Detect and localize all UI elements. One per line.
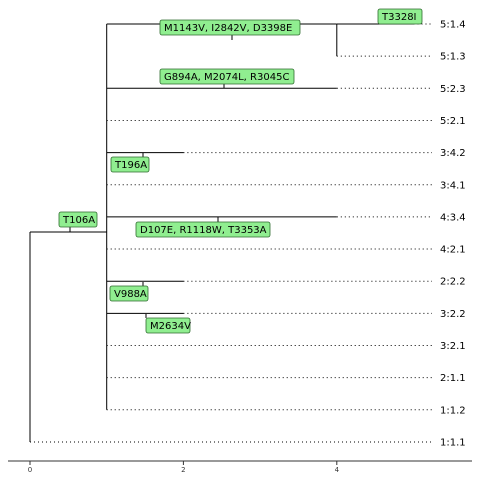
mutation-labels: T106A M1143V, I2842V, D3398E T3328I G894A, … [58, 8, 423, 334]
leaf-label: 5:1.4 [440, 20, 466, 31]
leaf-label: 1:1.2 [440, 405, 466, 416]
x-tick-label: 2 [181, 466, 185, 474]
leaf-labels: 5:1.4 5:1.3 5:2.3 5:2.1 3:4.2 3:4.1 4:3.4 4:2.1… [440, 20, 466, 449]
mutation-box [109, 285, 149, 302]
mutation-label: T196A [114, 160, 147, 171]
leaf-label: 4:2.1 [440, 245, 466, 256]
mutation-box [135, 221, 271, 238]
mutation-label: V988A [114, 289, 147, 300]
leaf-label: 3:2.1 [440, 341, 466, 352]
x-tick-label: 4 [335, 466, 340, 474]
mutation-box [377, 8, 423, 25]
mutation-label: M1143V, I2842V, D3398E [164, 23, 292, 34]
mutation-box [159, 19, 301, 36]
leaf-label: 3:4.2 [440, 148, 466, 159]
mutation-label: D107E, R1118W, T3353A [140, 225, 267, 236]
leaf-extension-lines [30, 23, 432, 443]
mutation-label: T3328I [381, 12, 417, 23]
mutation-label: T106A [62, 215, 95, 226]
x-tick-label: 0 [28, 466, 32, 474]
mutation-label: M2634V [150, 321, 191, 332]
leaf-label: 3:4.1 [440, 180, 466, 191]
leaf-label: 5:1.3 [440, 52, 466, 63]
leaf-label: 1:1.1 [440, 437, 466, 448]
leaf-label: 2:2.2 [440, 277, 466, 288]
leaf-label: 4:3.4 [440, 212, 466, 223]
leaf-label: 3:2.2 [440, 309, 466, 320]
leaf-label: 2:1.1 [440, 373, 466, 384]
leaf-label: 5:2.3 [440, 84, 466, 95]
mutation-box [145, 317, 191, 334]
mutation-box [58, 211, 98, 228]
mutation-box [159, 68, 295, 85]
x-axis: 0 2 4 [8, 460, 472, 474]
mutation-box [110, 156, 150, 173]
mutation-label: G894A, M2074L, R3045C [164, 72, 289, 83]
leaf-label: 5:2.1 [440, 116, 466, 127]
